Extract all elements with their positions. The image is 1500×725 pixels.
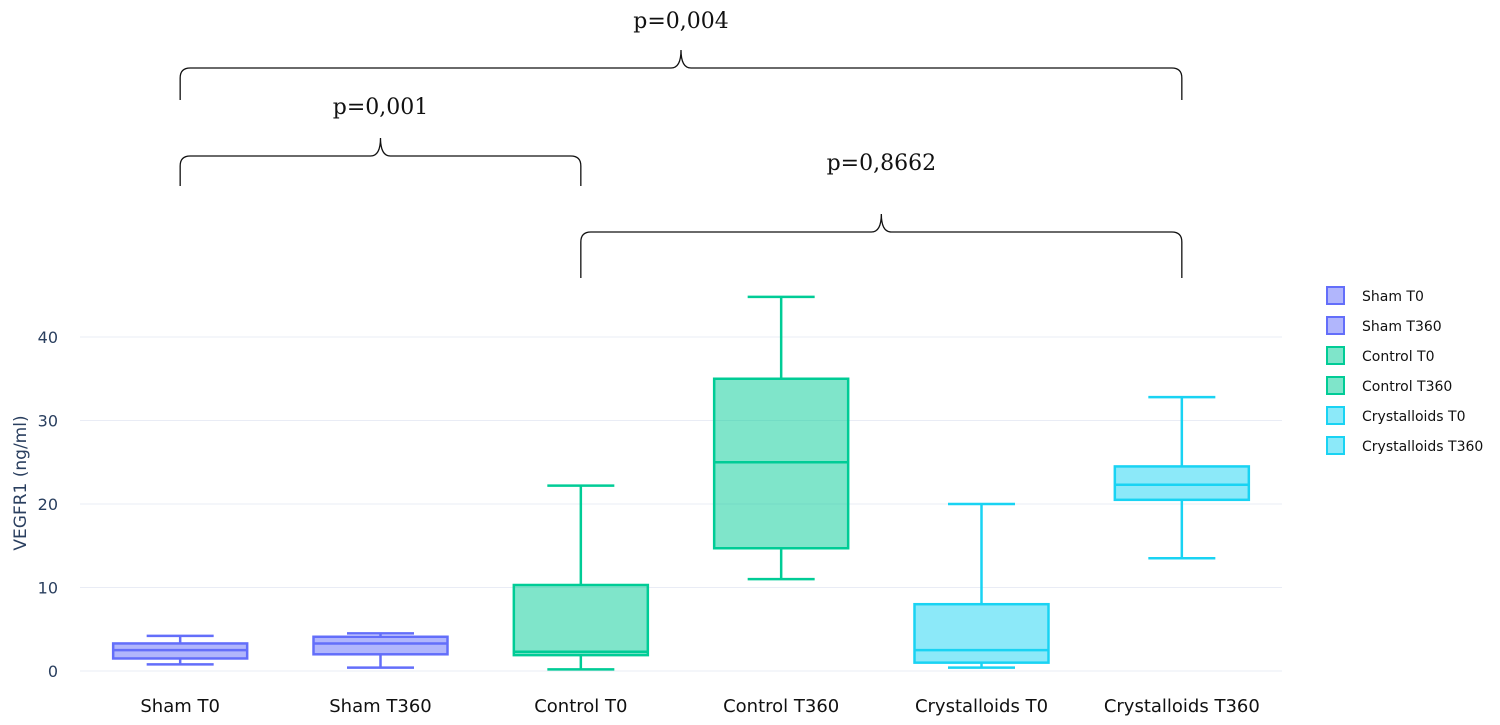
box-sham-t0: [111, 634, 249, 666]
box-iqr: [913, 602, 1050, 664]
legend: Sham T0 Sham T360 Control T0 Control T360 Cr…: [1326, 286, 1483, 455]
boxes: [111, 295, 1251, 671]
p-value-label: p=0,8662: [827, 151, 937, 176]
legend-swatch: [1326, 376, 1345, 395]
box-control-t360: [712, 295, 850, 581]
x-tick-label: Crystalloids T0: [915, 696, 1048, 717]
p-value-label: p=0,001: [333, 95, 429, 120]
legend-label: Sham T360: [1362, 319, 1442, 335]
legend-swatch: [1326, 406, 1345, 425]
legend-label: Control T0: [1362, 349, 1435, 365]
y-tick-label: 30: [38, 412, 58, 431]
significance-brackets: p=0,004 p=0,001 p=0,8662: [179, 9, 1183, 278]
x-tick-label: Crystalloids T360: [1104, 696, 1260, 717]
box-iqr: [1113, 465, 1251, 502]
box-control-t0: [512, 484, 650, 671]
legend-swatch: [1326, 436, 1345, 455]
y-axis: 0 10 20 30 40: [38, 328, 58, 681]
y-tick-label: 10: [38, 579, 58, 598]
significance-bracket: [179, 137, 582, 186]
x-tick-label: Control T0: [534, 696, 627, 717]
box-iqr: [312, 635, 449, 656]
x-tick-label: Sham T360: [329, 696, 431, 717]
box-sham-t360: [312, 632, 449, 669]
significance-bracket: [580, 213, 1183, 278]
legend-swatch: [1326, 286, 1345, 305]
legend-label: Crystalloids T360: [1362, 439, 1483, 455]
y-tick-label: 20: [38, 495, 58, 514]
legend-label: Sham T0: [1362, 289, 1424, 305]
significance-bracket: [179, 49, 1183, 100]
legend-swatch: [1326, 316, 1345, 335]
gridlines: [80, 336, 1282, 672]
y-tick-label: 0: [48, 662, 58, 681]
x-tick-label: Sham T0: [140, 696, 220, 717]
legend-label: Control T360: [1362, 379, 1452, 395]
legend-label: Crystalloids T0: [1362, 409, 1466, 425]
box-crystalloids-t0: [913, 502, 1050, 669]
p-value-label: p=0,004: [633, 9, 729, 34]
box-iqr: [512, 583, 650, 657]
box-crystalloids-t360: [1113, 395, 1251, 560]
legend-swatch: [1326, 346, 1345, 365]
y-tick-label: 40: [38, 328, 58, 347]
box-iqr: [712, 377, 850, 550]
x-axis-labels: Sham T0 Sham T360 Control T0 Control T360 Cr…: [140, 696, 1259, 717]
y-axis-title: VEGFR1 (ng/ml): [11, 415, 31, 550]
x-tick-label: Control T360: [723, 696, 839, 717]
